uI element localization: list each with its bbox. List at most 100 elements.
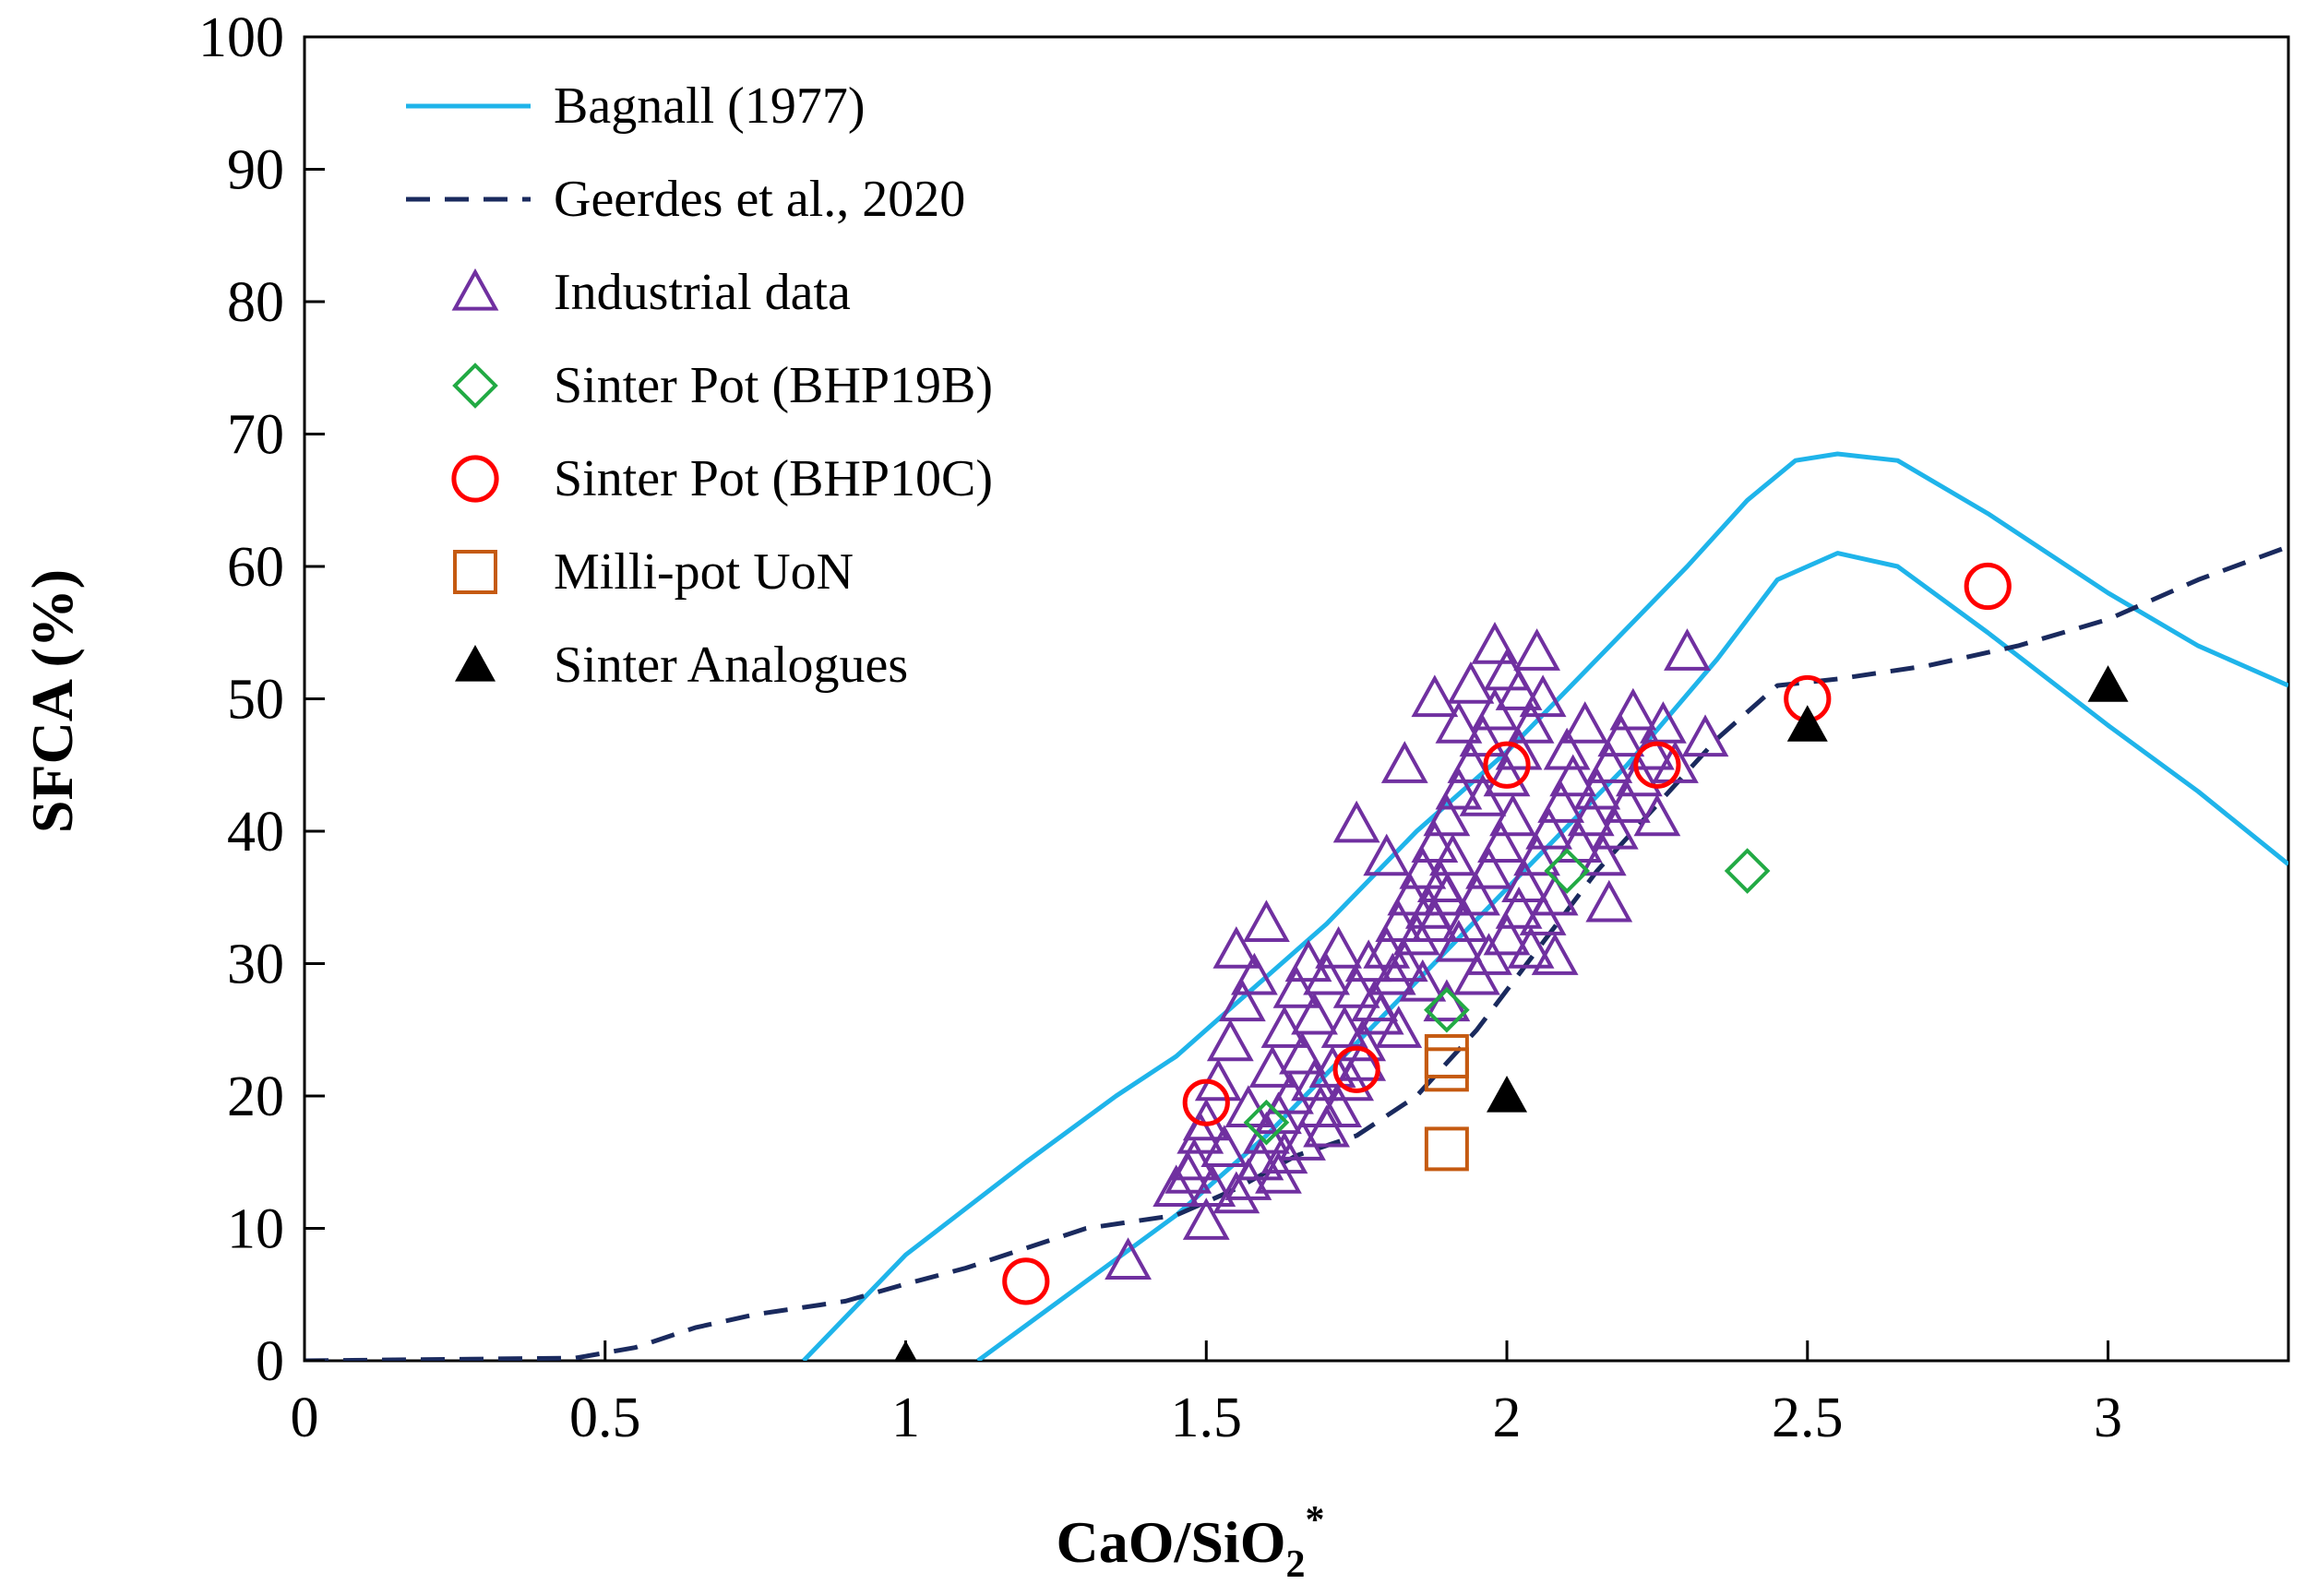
legend-item-geerdes-et-al-2020: Geerdes et al., 2020 [406, 171, 965, 228]
industrial-data-point [1423, 873, 1471, 916]
x-axis-title: CaO/SiO2* [1057, 1499, 1325, 1586]
x-tick-label: 2 [1493, 1387, 1522, 1449]
legend: Bagnall (1977) Geerdes et al., 2020 Indust… [406, 77, 993, 694]
industrial-data-point [1308, 1045, 1356, 1088]
y-tick-label: 60 [227, 536, 284, 599]
geerdes-et-al-2020-line-1 [305, 544, 2288, 1361]
industrial-data-point [1392, 912, 1440, 956]
industrial-data-point [1465, 846, 1512, 889]
legend-label: Geerdes et al., 2020 [554, 171, 965, 228]
industrial-data-point [1591, 806, 1639, 850]
industrial-data-point [1188, 1164, 1236, 1208]
legend-label: Milli-pot UoN [554, 543, 854, 601]
legend-item-milli-pot-uon: Milli-pot UoN [453, 543, 854, 601]
industrial-data-point [1483, 754, 1531, 797]
industrial-data-point [1411, 674, 1459, 718]
industrial-data-point [1525, 806, 1573, 850]
y-tick-label: 0 [256, 1330, 284, 1393]
sinter-analogues-point [2087, 665, 2129, 702]
industrial-data-point [1339, 1018, 1387, 1062]
x-axis-title-main: CaO/SiO [1057, 1509, 1286, 1575]
milli-pot-uon-point [1424, 1033, 1469, 1078]
industrial-data-point [1483, 648, 1531, 691]
sinter-pot-bhp10c-point [1002, 1257, 1050, 1305]
industrial-data-point [1332, 800, 1380, 843]
industrial-data-point [1640, 701, 1687, 744]
x-axis-title-sup: * [1305, 1499, 1324, 1542]
x-tick-label: 0 [291, 1387, 319, 1449]
industrial-data-point [1609, 687, 1657, 731]
industrial-data-point [1447, 661, 1495, 704]
industrial-data-point [1435, 701, 1483, 744]
industrial-data-point [1339, 1039, 1387, 1081]
sinter-pot-bhp10c-point [1182, 1078, 1230, 1126]
industrial-data-point [1380, 939, 1428, 983]
industrial-data-point [1507, 701, 1555, 744]
industrial-data-point [1375, 899, 1423, 943]
sinter-pot-bhp19b-point [1724, 848, 1771, 894]
industrial-data-point [1356, 992, 1404, 1035]
industrial-data-point [1513, 833, 1561, 876]
industrial-data-point [1279, 1118, 1326, 1161]
x-tick-label: 3 [2094, 1387, 2122, 1449]
y-tick-label: 30 [227, 934, 284, 996]
industrial-data-point [1495, 727, 1543, 770]
industrial-data-point [1664, 628, 1711, 671]
industrial-data-point [1543, 727, 1591, 770]
y-tick-label: 80 [227, 271, 284, 334]
industrial-data-point [1368, 952, 1416, 995]
industrial-data-point [1549, 754, 1597, 797]
industrial-data-point [1284, 939, 1332, 983]
industrial-data-point [1585, 879, 1633, 923]
industrial-data-point [1453, 952, 1500, 995]
legend-label: Industrial data [554, 264, 851, 321]
sinter-pot-bhp10c-point [1964, 562, 2012, 611]
industrial-data-point [1507, 926, 1555, 969]
series-layer [305, 451, 2288, 1361]
legend-label: Sinter Pot (BHP19B) [554, 357, 993, 414]
x-tick-label: 1 [891, 1387, 920, 1449]
industrial-data-point [1441, 899, 1488, 943]
industrial-data-point [1243, 899, 1290, 943]
legend-marker-swatch [452, 363, 498, 409]
industrial-data-point [1633, 793, 1681, 837]
industrial-data-point [1105, 1237, 1152, 1280]
legend-label: Bagnall (1977) [554, 77, 865, 135]
industrial-data-point [1164, 1150, 1212, 1194]
y-tick-label: 90 [227, 139, 284, 202]
industrial-data-point [1279, 1031, 1326, 1075]
industrial-data-point [1435, 767, 1483, 810]
industrial-data-point [1561, 701, 1609, 744]
industrial-data-point [1459, 714, 1507, 757]
legend-item-industrial-data: Industrial data [451, 264, 851, 321]
industrial-data-point [1567, 793, 1615, 837]
industrial-data-point [1272, 966, 1320, 1008]
industrial-data-point [1260, 1131, 1308, 1174]
industrial-data-point [1212, 926, 1260, 969]
industrial-data-point [1531, 873, 1579, 916]
industrial-data-point [1344, 939, 1392, 983]
industrial-data-point [1224, 1158, 1272, 1200]
legend-label: Sinter Pot (BHP10C) [554, 450, 993, 507]
x-tick-label: 2.5 [1772, 1387, 1844, 1449]
legend-item-sinter-analogues: Sinter Analogues [455, 637, 908, 694]
plot-area [303, 35, 2290, 1363]
industrial-data-point [1483, 912, 1531, 956]
industrial-data-point [1537, 780, 1585, 823]
sinter-pot-bhp10c-point [1332, 1045, 1380, 1093]
legend-marker-swatch [451, 455, 499, 503]
y-axis-title: SFCA (%) [19, 569, 85, 833]
industrial-data-point [1447, 741, 1495, 783]
y-tick-label: 50 [227, 669, 284, 732]
industrial-data-point [1375, 1006, 1423, 1048]
industrial-data-point [1387, 873, 1435, 916]
industrial-data-point [1603, 780, 1651, 823]
industrial-data-point [1579, 833, 1627, 876]
industrial-data-point [1495, 886, 1543, 929]
industrial-data-point [1152, 1164, 1200, 1208]
industrial-data-point [1477, 820, 1524, 863]
industrial-data-point [1260, 1006, 1308, 1048]
industrial-data-point [1176, 1111, 1224, 1154]
legend-marker-swatch [453, 550, 497, 594]
